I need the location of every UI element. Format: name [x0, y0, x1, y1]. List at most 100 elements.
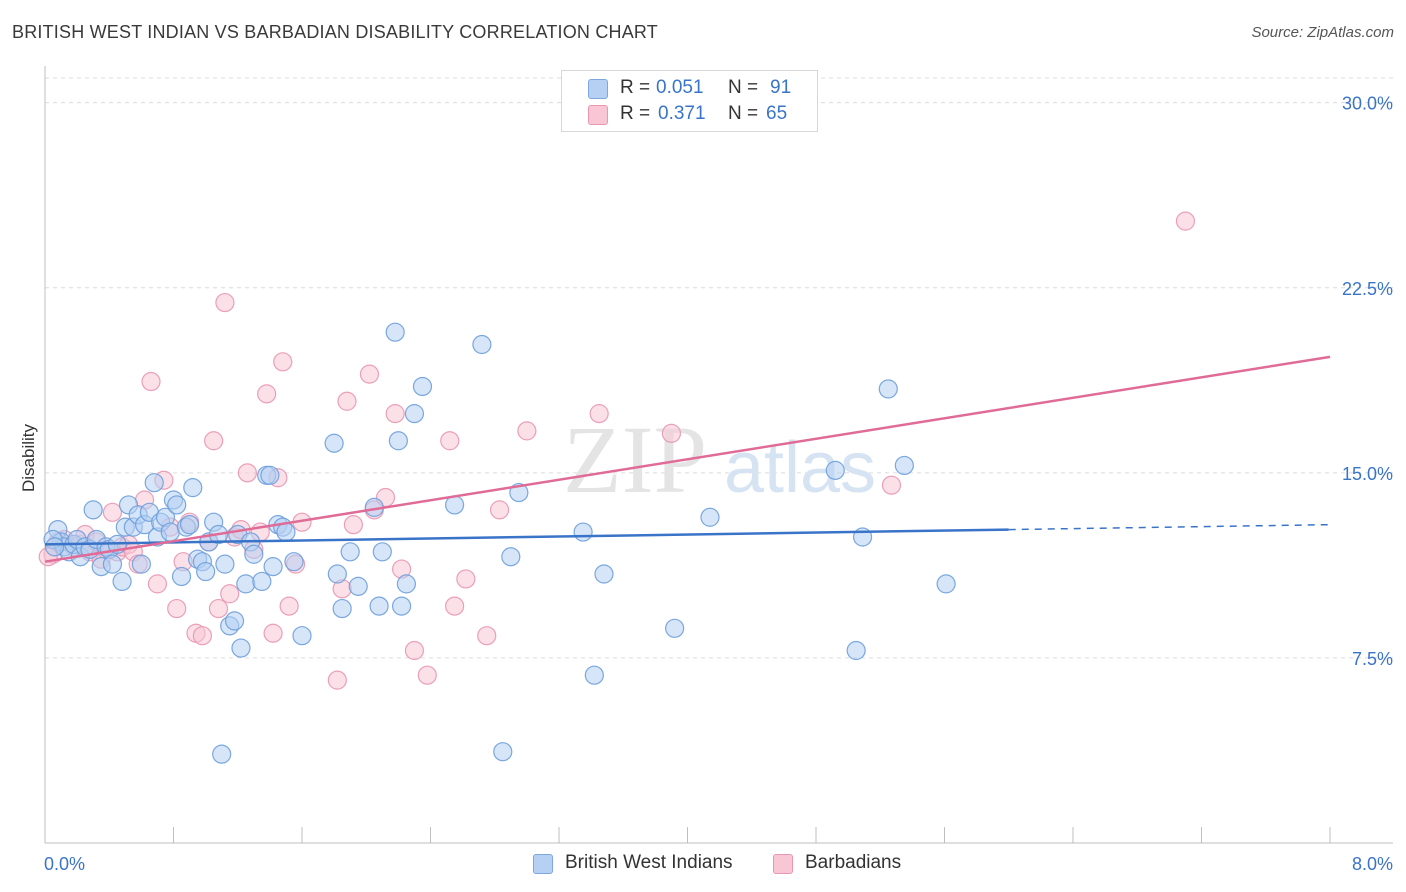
barbadians-point [359, 364, 380, 384]
british-west-indians-point [212, 744, 232, 764]
barbadians-point [343, 515, 363, 535]
r-value: 0.371 [658, 103, 706, 124]
british-west-indians-point [263, 557, 283, 577]
barbadians-point [881, 475, 902, 495]
barbadians-point [147, 574, 168, 594]
n-label: N = [728, 103, 759, 124]
british-west-indians-point [846, 640, 866, 661]
british-west-indians-point [493, 742, 513, 762]
british-west-indians-point [83, 500, 103, 520]
british-west-indians-point [388, 431, 408, 451]
british-west-indians-point [171, 566, 192, 587]
british-west-indians-point [327, 564, 347, 584]
barbadians-point [589, 404, 609, 424]
barbadians-point [263, 623, 283, 643]
british-west-indians-point [700, 507, 720, 527]
y-tick-label: 15.0% [1342, 464, 1393, 484]
british-west-indians-point [348, 576, 368, 596]
barbadians-point [257, 384, 277, 404]
british-west-indians-point [825, 460, 845, 480]
british-west-indians-point [167, 495, 187, 515]
barbadians-point [517, 421, 537, 441]
barbadians-point [102, 502, 123, 522]
british-west-indians-point [584, 665, 604, 685]
british-west-indians-point [501, 547, 521, 567]
barbadians-point [444, 596, 465, 616]
british-west-indians-point [404, 404, 425, 424]
british-west-indians-point [183, 478, 203, 498]
grid-lines [45, 77, 1393, 659]
british-west-indians-point [224, 611, 245, 631]
barbadians-point [327, 670, 347, 690]
british-west-indians-point [665, 618, 685, 638]
british-west-indians-point [196, 561, 216, 582]
x-tick-label: 0.0% [44, 854, 85, 874]
source-label: Source: ZipAtlas.com [1251, 24, 1394, 41]
british-west-indians-trend-extension [1008, 523, 1331, 531]
barbadians-point [167, 598, 187, 619]
barbadians-point [208, 598, 229, 619]
y-axis-label: Disability [19, 423, 38, 492]
trend-lines [44, 355, 1331, 563]
british-west-indians-point [340, 542, 360, 562]
british-west-indians-point [284, 552, 304, 572]
british-west-indians-point [179, 515, 200, 535]
british-west-indians-point [231, 638, 251, 658]
british-west-indians-point [385, 322, 405, 342]
british-west-indians-point [215, 554, 235, 574]
british-west-indians-point [252, 571, 272, 592]
watermark: ZIP atlas [563, 406, 876, 513]
stats-legend: R = 0.051 N = 91 R = 0.371 N = 65 [561, 70, 818, 132]
stats-row-blue: R = 0.051 N = 91 [562, 75, 817, 101]
british-west-indians-point [472, 334, 492, 355]
british-west-indians-point [372, 542, 392, 562]
r-label: R = [620, 77, 651, 98]
barbadians-point [489, 500, 510, 520]
british-west-indians-point [324, 433, 344, 453]
british-west-indians-points [43, 322, 956, 764]
barbadians-point [477, 626, 497, 646]
british-west-indians-trend [44, 528, 1009, 546]
watermark-atlas: atlas [724, 428, 876, 508]
barbadians-point [237, 463, 257, 483]
barbadians-point [141, 371, 161, 392]
blue-swatch [588, 79, 608, 99]
barbadians-point [417, 665, 437, 685]
barbadians-point [404, 640, 425, 661]
british-west-indians-point [412, 376, 433, 397]
british-west-indians-point [894, 455, 914, 476]
pink-swatch [773, 854, 793, 874]
axes [44, 66, 1393, 844]
british-west-indians-point [276, 522, 296, 542]
british-west-indians-point [573, 522, 593, 542]
barbadians-point [220, 584, 240, 604]
british-west-indians-point [936, 574, 956, 594]
barbadians-point [337, 391, 357, 411]
barbadians-point [1175, 211, 1196, 231]
n-value: 65 [766, 103, 788, 124]
barbadians-point [273, 352, 293, 372]
barbadians-point [192, 626, 213, 646]
british-west-indians-point [244, 544, 264, 564]
barbadians-point [204, 431, 224, 451]
british-west-indians-point [391, 596, 412, 616]
n-label: N = [728, 77, 759, 98]
british-west-indians-point [594, 564, 614, 584]
british-west-indians-point [878, 379, 898, 399]
barbadians-point [279, 596, 299, 616]
y-tick-label: 7.5% [1352, 649, 1393, 669]
british-west-indians-point [260, 465, 280, 485]
r-value: 0.051 [656, 77, 704, 98]
x-tick-label: 8.0% [1352, 854, 1393, 874]
stats-row-pink: R = 0.371 N = 65 [562, 101, 817, 127]
barbadians-point [215, 292, 235, 313]
legend-label: Barbadians [805, 852, 902, 873]
barbadians-trend [44, 355, 1331, 563]
y-tick-label: 22.5% [1342, 279, 1393, 299]
r-label: R = [620, 103, 651, 124]
tick-labels: 7.5% 15.0% 22.5% 30.0% 0.0% 8.0% [44, 94, 1393, 874]
british-west-indians-point [292, 626, 312, 646]
british-west-indians-point [369, 596, 389, 616]
legend-label: British West Indians [565, 852, 733, 873]
